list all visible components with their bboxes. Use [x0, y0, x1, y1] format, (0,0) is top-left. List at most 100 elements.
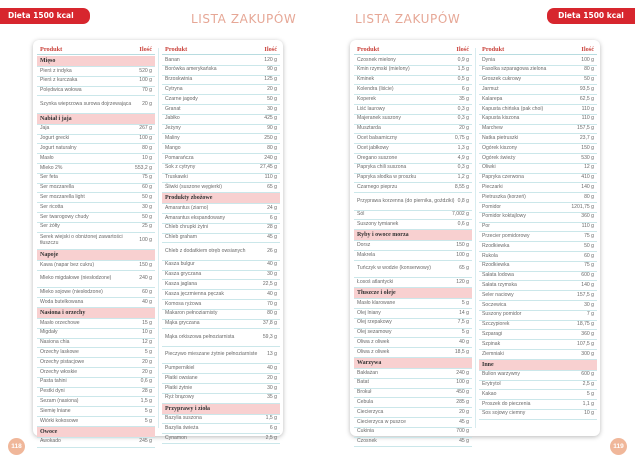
item-quantity: 600 g — [581, 272, 594, 279]
item-quantity: 59,3 g — [262, 333, 277, 340]
list-item: Ser feta 75 g — [37, 174, 155, 184]
header-quantity: Ilość — [139, 46, 152, 53]
item-name: Oliwa z oliwek — [357, 348, 390, 355]
item-name: Nasiona chia — [40, 339, 70, 346]
list-item: Truskawki 110 g — [162, 174, 280, 184]
item-quantity: 22,5 g — [262, 281, 277, 288]
list-item: Szczypiorek 18,75 g — [479, 321, 597, 331]
list-item: Orzechy laskowe 5 g — [37, 348, 155, 359]
item-quantity: 300 g — [581, 350, 594, 357]
item-quantity: 553,2 g — [135, 164, 152, 171]
list-item: Awokado 245 g — [37, 438, 155, 448]
list-item: Bazylia suszona 1,5 g — [162, 415, 280, 425]
item-quantity: 30 g — [267, 384, 277, 391]
item-quantity: 45 g — [459, 438, 469, 445]
list-item: Liść laurowy 0,3 g — [354, 105, 472, 115]
section-heading: Nasiona i orzechy — [37, 308, 155, 320]
list-item: Płatki żytnie 30 g — [162, 384, 280, 394]
item-quantity: 30 g — [267, 105, 277, 112]
list-item: Chleb z dodatkiem otręb owsianych 26 g — [162, 243, 280, 261]
item-name: Ziemniaki — [482, 350, 504, 357]
list-item: Pieczarki 140 g — [479, 183, 597, 194]
item-quantity: 60 g — [584, 252, 594, 259]
list-column-2: Produkt Ilość Banan 120 g Borówka amerykańsk… — [162, 45, 280, 444]
item-name: Jarmuż — [482, 85, 499, 92]
item-name: Brzoskwinia — [165, 76, 193, 83]
item-quantity: 6 g — [269, 425, 277, 431]
item-quantity: 35 g — [267, 394, 277, 401]
list-item: Rukola 60 g — [479, 252, 597, 262]
item-name: Czarnego pieprzu — [357, 183, 398, 190]
list-item: Kasza bulgur 40 g — [162, 261, 280, 271]
item-quantity: 14 g — [459, 309, 469, 316]
list-item: Szynka wieprzowa surowa dojrzewająca 20 g — [37, 96, 155, 114]
item-name: Olej lniany — [357, 309, 381, 316]
item-name: Woda butelkowana — [40, 298, 84, 305]
item-name: Kasza gryczana — [165, 271, 202, 278]
item-name: Kapusta kiszona — [482, 115, 520, 122]
item-quantity: 7 g — [586, 311, 594, 318]
item-name: Groszek cukrowy — [482, 76, 522, 83]
item-quantity: 1,1 g — [582, 400, 594, 407]
list-item: Woda butelkowana 40 g — [37, 298, 155, 309]
item-name: Wiórki kokosowe — [40, 417, 79, 424]
page-number-right: 119 — [610, 438, 627, 455]
item-name: Kasza jęczmienna pęczak — [165, 290, 224, 297]
item-quantity: 70 g — [267, 300, 277, 307]
list-item: Oliwa z oliwek 18,5 g — [354, 348, 472, 358]
item-name: Ser żółty — [40, 223, 60, 230]
diet-badge-right: Dieta 1500 kcal — [547, 8, 635, 24]
item-quantity: 80 g — [142, 145, 152, 152]
item-name: Kawa (napar bez cukru) — [40, 261, 95, 268]
page-title-right: LISTA ZAKUPÓW — [355, 12, 461, 26]
page-number-left: 118 — [8, 438, 25, 455]
list-item: Suszony tymianek 0,6 g — [354, 220, 472, 231]
item-name: Siemię lniane — [40, 407, 71, 414]
item-name: Fasolka szparagowa zielona — [482, 66, 547, 73]
item-name: Kmin rzymski (mielony) — [357, 66, 410, 73]
item-quantity: 125 g — [264, 76, 277, 83]
list-item: Ser mozzarella light 50 g — [37, 193, 155, 204]
item-quantity: 425 g — [264, 115, 277, 122]
item-name: Chleb graham — [165, 234, 197, 241]
item-name: Musztarda — [357, 125, 381, 132]
item-quantity: 250 g — [264, 134, 277, 141]
list-item: Borówka amerykańska 90 g — [162, 66, 280, 76]
item-quantity: 20 g — [267, 85, 277, 92]
item-quantity: 120 g — [264, 56, 277, 63]
list-item: Pomidor koktajlowy 360 g — [479, 213, 597, 223]
item-name: Sos sojowy ciemny — [482, 410, 526, 417]
item-quantity: 0,9 g — [457, 56, 469, 63]
list-item: Makrela 100 g — [354, 251, 472, 261]
column-divider — [158, 48, 159, 428]
item-name: Jogurt grecki — [40, 135, 70, 142]
list-item: Oliwa z oliwek 40 g — [354, 338, 472, 349]
list-item: Rzodkiewka 75 g — [479, 262, 597, 272]
list-item: Natka pietruszki 23,7 g — [479, 134, 597, 145]
list-item: Maliny 250 g — [162, 134, 280, 145]
list-item: Sezam (nasiona) 1,5 g — [37, 397, 155, 408]
list-item: Papryka chili suszona 0,3 g — [354, 164, 472, 174]
list-item: Kasza jęczmienna pęczak 40 g — [162, 290, 280, 301]
item-quantity: 62,5 g — [579, 95, 594, 102]
item-name: Orzechy pistacjowe — [40, 358, 85, 365]
item-name: Oliwa z oliwek — [357, 338, 390, 345]
list-item: Siemię lniane 5 g — [37, 407, 155, 418]
item-name: Kalarepa — [482, 95, 503, 102]
list-item: Masło klarowane 5 g — [354, 299, 472, 309]
header-product: Produkt — [40, 46, 63, 53]
list-item: Brzoskwinia 125 g — [162, 76, 280, 86]
item-quantity: 150 g — [139, 261, 152, 268]
list-item: Kakao 5 g — [479, 390, 597, 401]
item-name: Rukola — [482, 252, 498, 259]
item-quantity: 40 g — [267, 290, 277, 297]
list-item: Mleko 2% 553,2 g — [37, 164, 155, 174]
list-item: Soczewica 30 g — [479, 301, 597, 311]
item-name: Truskawki — [165, 174, 188, 181]
item-quantity: 27,45 g — [260, 164, 277, 171]
item-quantity: 100 g — [139, 77, 152, 84]
item-quantity: 2,5 g — [582, 381, 594, 388]
item-name: Mango — [165, 144, 181, 151]
item-quantity: 5 g — [144, 417, 152, 424]
list-item: Seler naciowy 157,5 g — [479, 291, 597, 301]
